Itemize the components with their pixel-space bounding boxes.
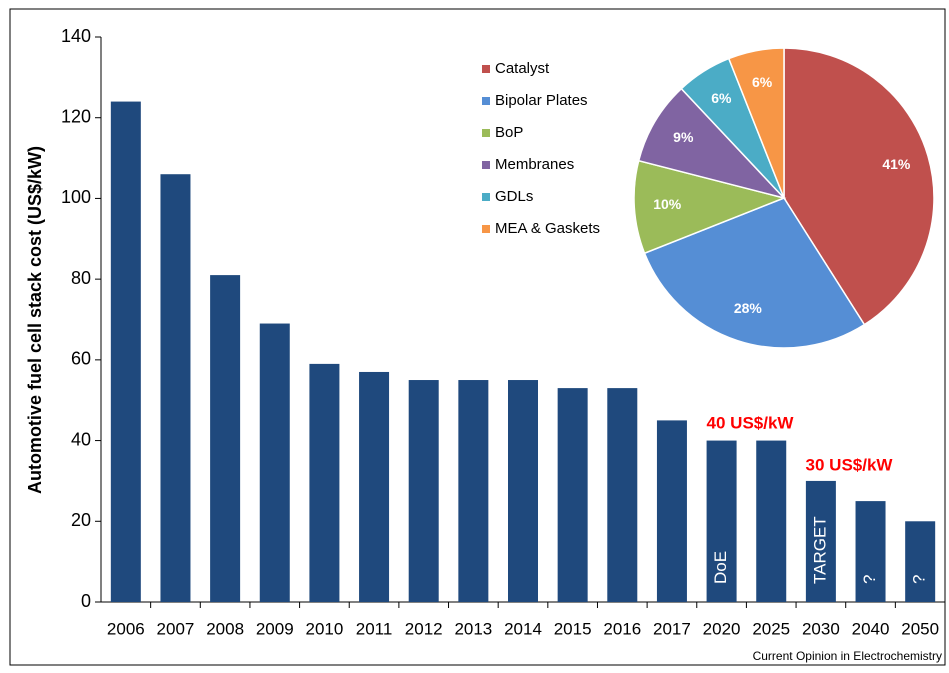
pie-label: 6% <box>752 74 773 90</box>
y-tick-label: 100 <box>61 187 91 207</box>
x-tick-label: 2010 <box>305 619 343 638</box>
x-tick-label: 2040 <box>852 619 890 638</box>
bar <box>905 521 936 602</box>
x-tick-label: 2014 <box>504 619 542 638</box>
y-tick-label: 0 <box>81 591 91 611</box>
pie-label: 41% <box>882 156 911 172</box>
y-axis-label: Automotive fuel cell stack cost (US$/kW) <box>25 146 45 494</box>
bar-label: ? <box>860 575 879 584</box>
y-tick-label: 140 <box>61 26 91 46</box>
x-tick-label: 2012 <box>405 619 443 638</box>
bar <box>756 440 787 602</box>
y-tick-label: 60 <box>71 349 91 369</box>
legend-label: GDLs <box>495 188 533 205</box>
x-tick-label: 2013 <box>454 619 492 638</box>
x-tick-label: 2015 <box>554 619 592 638</box>
x-tick-label: 2016 <box>603 619 641 638</box>
legend-swatch <box>482 193 490 201</box>
legend-swatch <box>482 129 490 137</box>
x-tick-label: 2050 <box>901 619 939 638</box>
annotation: 30 US$/kW <box>806 455 894 474</box>
bar <box>805 480 836 602</box>
pie-label: 6% <box>711 90 732 106</box>
pie-slice <box>783 47 935 326</box>
bar <box>458 380 489 602</box>
pie-slice <box>637 87 787 200</box>
y-tick-label: 80 <box>71 268 91 288</box>
bar <box>359 371 390 602</box>
x-tick-label: 2006 <box>107 619 145 638</box>
bar-label: TARGET <box>810 516 829 584</box>
pie-slice <box>633 159 787 255</box>
x-tick-label: 2009 <box>256 619 294 638</box>
legend-swatch <box>482 97 490 105</box>
bar <box>408 380 439 602</box>
pie-slice <box>727 47 785 199</box>
y-tick-label: 120 <box>61 106 91 126</box>
legend-swatch <box>482 161 490 169</box>
legend-label: BoP <box>495 124 523 141</box>
x-tick-label: 2011 <box>356 619 393 638</box>
annotation: 40 US$/kW <box>707 413 795 432</box>
x-tick-label: 2020 <box>703 619 741 638</box>
pie-label: 28% <box>734 300 763 316</box>
legend-label: Membranes <box>495 156 574 173</box>
x-tick-label: 2030 <box>802 619 840 638</box>
legend-swatch <box>482 225 490 233</box>
x-tick-label: 2007 <box>157 619 195 638</box>
bar <box>259 323 290 602</box>
x-tick-label: 2017 <box>653 619 691 638</box>
pie-label: 9% <box>673 129 694 145</box>
bar <box>855 501 886 602</box>
source: Current Opinion in Electrochemistry <box>753 649 942 663</box>
y-tick-label: 40 <box>71 429 91 449</box>
frame <box>9 8 946 666</box>
bar <box>160 174 191 602</box>
bar <box>110 101 141 603</box>
legend-swatch <box>482 65 490 73</box>
bar <box>557 388 588 602</box>
bar-label: DoE <box>711 551 730 584</box>
pie-slice <box>643 197 866 349</box>
legend-label: Catalyst <box>495 60 550 77</box>
bar <box>656 420 687 602</box>
bar <box>210 275 241 602</box>
bar <box>309 363 340 602</box>
bar <box>607 388 638 602</box>
pie-label: 10% <box>653 196 682 212</box>
bar-label: ? <box>910 575 929 584</box>
legend-label: MEA & Gaskets <box>495 220 600 237</box>
legend-label: Bipolar Plates <box>495 92 588 109</box>
x-tick-label: 2008 <box>206 619 244 638</box>
bar <box>706 440 737 602</box>
y-tick-label: 20 <box>71 510 91 530</box>
bar <box>508 380 538 602</box>
x-tick-label: 2025 <box>752 619 790 638</box>
